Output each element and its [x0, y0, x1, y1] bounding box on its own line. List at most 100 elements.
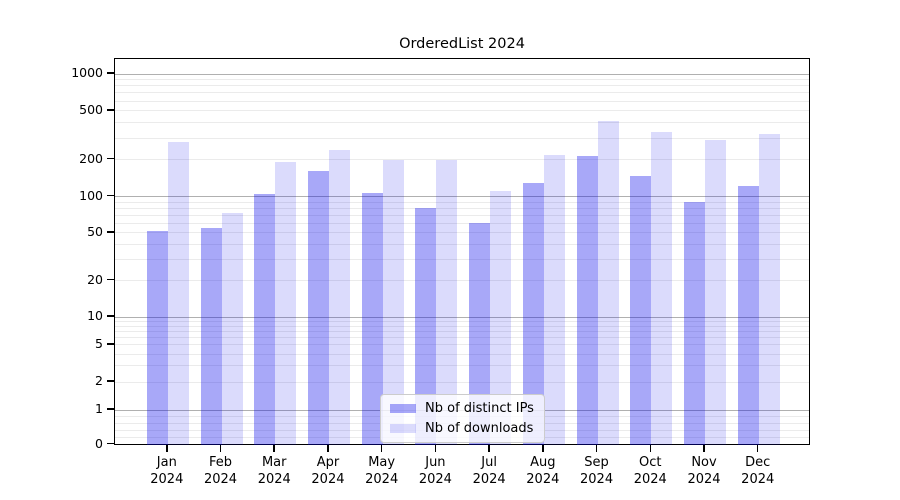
- x-tick-label-apr: Apr 2024: [311, 455, 345, 487]
- y-tick-label: 200: [79, 150, 103, 166]
- gridline-minor: [115, 365, 809, 367]
- bar-nb-of-distinct-ips-dec: [737, 185, 759, 445]
- x-tick-mark: [756, 445, 759, 452]
- bar-nb-of-distinct-ips-nov: [684, 202, 705, 445]
- plot-area: Nb of distinct IPs Nb of downloads: [114, 58, 810, 445]
- gridline-minor: [115, 100, 809, 102]
- gridline-minor: [115, 344, 809, 346]
- bar-nb-of-distinct-ips-aug: [522, 182, 544, 445]
- bar-nb-of-distinct-ips-mar: [254, 193, 276, 445]
- bar-nb-of-distinct-ips-feb: [200, 227, 222, 445]
- x-tick-mark: [488, 445, 490, 452]
- bar-nb-of-downloads-jul: [490, 191, 512, 445]
- bar-nb-of-downloads-aug: [543, 154, 565, 445]
- y-tick-mark: [107, 231, 114, 233]
- gridline-minor: [115, 222, 809, 224]
- x-tick-mark: [434, 445, 437, 452]
- y-tick-label: 5: [95, 335, 103, 351]
- y-tick-label: 100: [79, 187, 103, 203]
- gridline-minor: [115, 110, 809, 112]
- y-tick-label: 1000: [71, 65, 103, 80]
- y-tick-mark: [107, 157, 114, 160]
- x-tick-label-dec: Dec 2024: [741, 455, 775, 487]
- bar-nb-of-downloads-mar: [275, 162, 297, 445]
- x-tick-mark: [166, 445, 168, 452]
- x-tick-mark: [703, 445, 705, 452]
- x-tick-label-aug: Aug 2024: [526, 455, 560, 487]
- y-tick-label: 50: [87, 223, 103, 239]
- legend-label-distinct-ips: Nb of distinct IPs: [425, 401, 534, 416]
- gridline-major: [115, 316, 809, 318]
- y-tick-mark: [107, 408, 114, 410]
- x-tick-label-mar: Mar 2024: [257, 455, 291, 487]
- y-tick-mark: [107, 315, 114, 317]
- bar-nb-of-distinct-ips-sep: [576, 155, 598, 445]
- y-tick-label: 20: [87, 271, 103, 287]
- gridline-minor: [115, 201, 809, 203]
- gridline-minor: [115, 353, 809, 355]
- chart-title: OrderedList 2024: [399, 36, 525, 52]
- x-tick-label-oct: Oct 2024: [633, 455, 667, 487]
- y-tick-mark: [107, 380, 114, 382]
- bar-nb-of-downloads-feb: [221, 212, 243, 445]
- gridline-minor: [115, 122, 809, 124]
- x-tick-label-may: May 2024: [365, 455, 399, 487]
- bar-nb-of-downloads-oct: [651, 131, 673, 445]
- x-tick-label-nov: Nov 2024: [687, 455, 721, 487]
- gridline-minor: [115, 243, 809, 245]
- x-tick-label-jun: Jun 2024: [418, 455, 452, 487]
- x-tick-mark: [380, 445, 383, 452]
- y-tick-label: 0: [95, 435, 103, 451]
- gridline-minor: [115, 325, 809, 327]
- bar-nb-of-downloads-apr: [328, 149, 350, 445]
- legend: Nb of distinct IPs Nb of downloads: [380, 394, 545, 443]
- y-tick-mark: [107, 194, 114, 197]
- bar-nb-of-downloads-dec: [758, 133, 780, 445]
- y-tick-mark: [107, 442, 114, 445]
- bar-nb-of-distinct-ips-oct: [630, 176, 652, 445]
- y-tick-label: 2: [95, 373, 103, 388]
- x-tick-label-feb: Feb 2024: [203, 455, 238, 487]
- y-tick-label: 500: [79, 101, 103, 117]
- y-tick-mark: [107, 109, 114, 111]
- gridline-minor: [115, 381, 809, 383]
- y-tick-label: 10: [87, 308, 103, 323]
- x-tick-mark: [327, 445, 329, 452]
- x-tick-mark: [219, 445, 222, 452]
- gridline-minor: [115, 214, 809, 216]
- gridline-minor: [115, 280, 809, 282]
- y-tick-mark: [107, 343, 114, 345]
- bar-nb-of-distinct-ips-jan: [146, 230, 168, 445]
- gridline-minor: [115, 259, 809, 260]
- bar-nb-of-downloads-may: [382, 159, 404, 445]
- bar-nb-of-downloads-jan: [167, 141, 189, 445]
- gridline-minor: [115, 232, 809, 234]
- x-tick-mark: [649, 445, 652, 452]
- legend-swatch-distinct-ips-icon: [390, 403, 416, 414]
- gridline-minor: [115, 207, 809, 209]
- gridline-major: [115, 196, 809, 197]
- gridline-minor: [115, 330, 809, 332]
- x-tick-mark: [273, 445, 275, 452]
- y-tick-mark: [107, 278, 114, 281]
- y-tick-label: 1: [95, 401, 103, 416]
- bar-nb-of-distinct-ips-jul: [469, 223, 491, 445]
- legend-swatch-downloads-icon: [390, 423, 416, 434]
- gridline-minor: [115, 92, 809, 94]
- bar-nb-of-downloads-sep: [597, 121, 619, 445]
- bar-nb-of-downloads-nov: [705, 139, 726, 445]
- legend-item-distinct-ips: Nb of distinct IPs: [390, 401, 534, 416]
- x-tick-mark: [595, 445, 598, 452]
- x-tick-label-jan: Jan 2024: [150, 455, 184, 487]
- gridline-minor: [115, 85, 809, 87]
- y-tick-mark: [107, 72, 114, 74]
- gridline-minor: [115, 337, 809, 339]
- legend-item-downloads: Nb of downloads: [390, 421, 534, 436]
- bar-nb-of-downloads-jun: [436, 159, 458, 445]
- gridline-minor: [115, 320, 809, 322]
- x-tick-label-sep: Sep 2024: [580, 455, 614, 487]
- bar-nb-of-distinct-ips-may: [361, 192, 383, 445]
- gridline-minor: [115, 159, 809, 161]
- bar-nb-of-distinct-ips-apr: [307, 171, 329, 445]
